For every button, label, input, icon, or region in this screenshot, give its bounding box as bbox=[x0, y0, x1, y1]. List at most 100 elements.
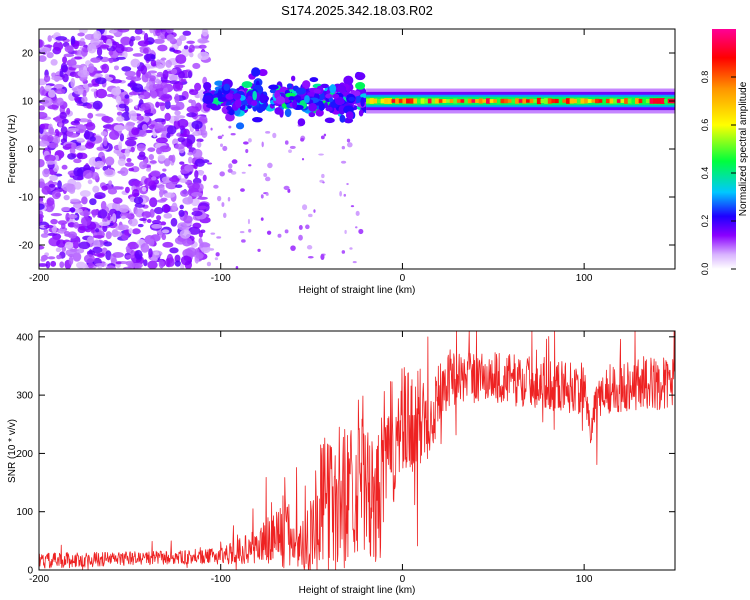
heatmap-cell bbox=[175, 184, 183, 188]
heatmap-cell bbox=[39, 203, 45, 210]
heatmap-cell bbox=[272, 132, 277, 139]
heatmap-cell bbox=[164, 112, 171, 122]
y-tick-label: 200 bbox=[16, 449, 33, 460]
heatmap-cell bbox=[456, 99, 462, 103]
heatmap-cell bbox=[136, 115, 144, 121]
heatmap-cell bbox=[186, 40, 195, 44]
heatmap-cell bbox=[81, 47, 88, 57]
y-tick-label: 400 bbox=[16, 332, 33, 343]
heatmap-cell bbox=[67, 127, 80, 132]
heatmap-cell bbox=[245, 148, 249, 154]
heatmap-cell bbox=[263, 173, 268, 177]
heatmap-cell bbox=[113, 65, 120, 71]
heatmap-cell bbox=[525, 99, 531, 103]
heatmap-cell bbox=[624, 98, 629, 104]
heatmap-cell bbox=[620, 99, 625, 103]
heatmap-cell bbox=[613, 98, 618, 104]
heatmap-cell bbox=[471, 99, 476, 103]
heatmap-cell bbox=[83, 254, 95, 264]
heatmap-cell bbox=[251, 100, 258, 107]
heatmap-cell bbox=[308, 213, 313, 218]
heatmap-cell bbox=[522, 98, 527, 104]
heatmap-cell bbox=[325, 106, 333, 112]
heatmap-cell bbox=[103, 116, 114, 124]
heatmap-cell bbox=[115, 95, 122, 104]
heatmap-cell bbox=[63, 194, 70, 201]
heatmap-cell bbox=[124, 162, 134, 167]
heatmap-cell bbox=[221, 134, 224, 137]
heatmap-cell bbox=[349, 247, 353, 250]
heatmap-cell bbox=[39, 181, 46, 189]
heatmap-cell bbox=[424, 98, 429, 104]
heatmap-cell bbox=[449, 99, 454, 103]
heatmap-cell bbox=[168, 176, 180, 182]
heatmap-cell bbox=[148, 153, 155, 161]
heatmap-cell bbox=[162, 168, 167, 172]
heatmap-cell bbox=[100, 131, 108, 136]
heatmap-cell bbox=[569, 98, 574, 104]
heatmap-cell bbox=[558, 98, 563, 104]
heatmap-cell bbox=[147, 147, 156, 152]
heatmap-cell bbox=[128, 110, 137, 121]
heatmap-cell bbox=[203, 95, 214, 105]
heatmap-cell bbox=[195, 102, 202, 112]
heatmap-cell bbox=[324, 117, 335, 124]
heatmap-cell bbox=[94, 160, 105, 169]
heatmap-cell bbox=[427, 98, 433, 104]
heatmap-cell bbox=[214, 257, 219, 261]
heatmap-cell bbox=[63, 230, 71, 236]
heatmap-cell bbox=[111, 201, 121, 211]
heatmap-cell bbox=[350, 205, 355, 208]
heatmap-cell bbox=[343, 193, 347, 197]
heatmap-cell bbox=[169, 80, 180, 85]
heatmap-cell bbox=[76, 248, 85, 254]
heatmap-cell bbox=[112, 197, 123, 204]
heatmap-cell bbox=[47, 35, 52, 43]
heatmap-cell bbox=[154, 207, 164, 215]
heatmap-cell bbox=[220, 143, 223, 147]
colorbar-ticks: 0.0 0.2 0.4 0.6 0.8 bbox=[700, 71, 736, 275]
heatmap-cell bbox=[341, 250, 346, 254]
y-tick-label: 100 bbox=[16, 507, 33, 518]
heatmap-cell bbox=[562, 99, 567, 103]
heatmap-cell bbox=[656, 98, 661, 104]
heatmap-cell bbox=[39, 214, 44, 219]
heatmap-cell bbox=[77, 90, 83, 96]
heatmap-cell bbox=[416, 98, 422, 104]
heatmap-cell bbox=[318, 153, 324, 156]
heatmap-cell bbox=[504, 98, 509, 104]
heatmap-cell bbox=[177, 136, 186, 143]
heatmap-cell bbox=[128, 218, 138, 227]
heatmap-cell bbox=[515, 98, 520, 104]
heatmap-cell bbox=[120, 215, 127, 220]
heatmap-cell bbox=[297, 118, 306, 127]
heatmap-cell bbox=[308, 102, 318, 112]
heatmap-cell bbox=[166, 125, 177, 135]
heatmap-cell bbox=[291, 75, 296, 82]
heatmap-cell bbox=[46, 197, 55, 206]
heatmap-cell bbox=[57, 180, 62, 190]
heatmap-cell bbox=[197, 38, 208, 44]
heatmap-cell bbox=[150, 54, 156, 60]
heatmap-cell bbox=[61, 64, 68, 73]
heatmap-cell bbox=[106, 93, 115, 98]
heatmap-cell bbox=[85, 121, 96, 131]
heatmap-cell bbox=[45, 204, 54, 213]
heatmap-cell bbox=[198, 205, 207, 210]
y-tick-label: 10 bbox=[22, 97, 34, 108]
heatmap-cell bbox=[156, 128, 167, 132]
heatmap-cell bbox=[40, 258, 46, 262]
heatmap-cell bbox=[120, 36, 132, 46]
heatmap-cell bbox=[87, 112, 94, 119]
heatmap-cell bbox=[179, 204, 184, 210]
heatmap-cell bbox=[192, 148, 203, 159]
heatmap-cell bbox=[373, 98, 378, 104]
heatmap-cell bbox=[160, 82, 168, 89]
heatmap-cell bbox=[82, 83, 89, 89]
heatmap-cell bbox=[39, 245, 45, 250]
heatmap-cell bbox=[352, 261, 357, 264]
heatmap-cell bbox=[332, 93, 340, 99]
heatmap-cell bbox=[529, 98, 534, 104]
heatmap-cell bbox=[189, 52, 194, 58]
heatmap-cell bbox=[66, 107, 71, 115]
